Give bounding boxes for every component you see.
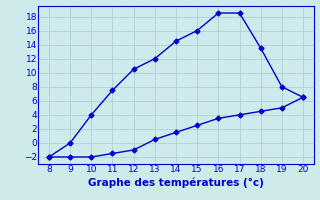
X-axis label: Graphe des températures (°c): Graphe des températures (°c) (88, 177, 264, 188)
